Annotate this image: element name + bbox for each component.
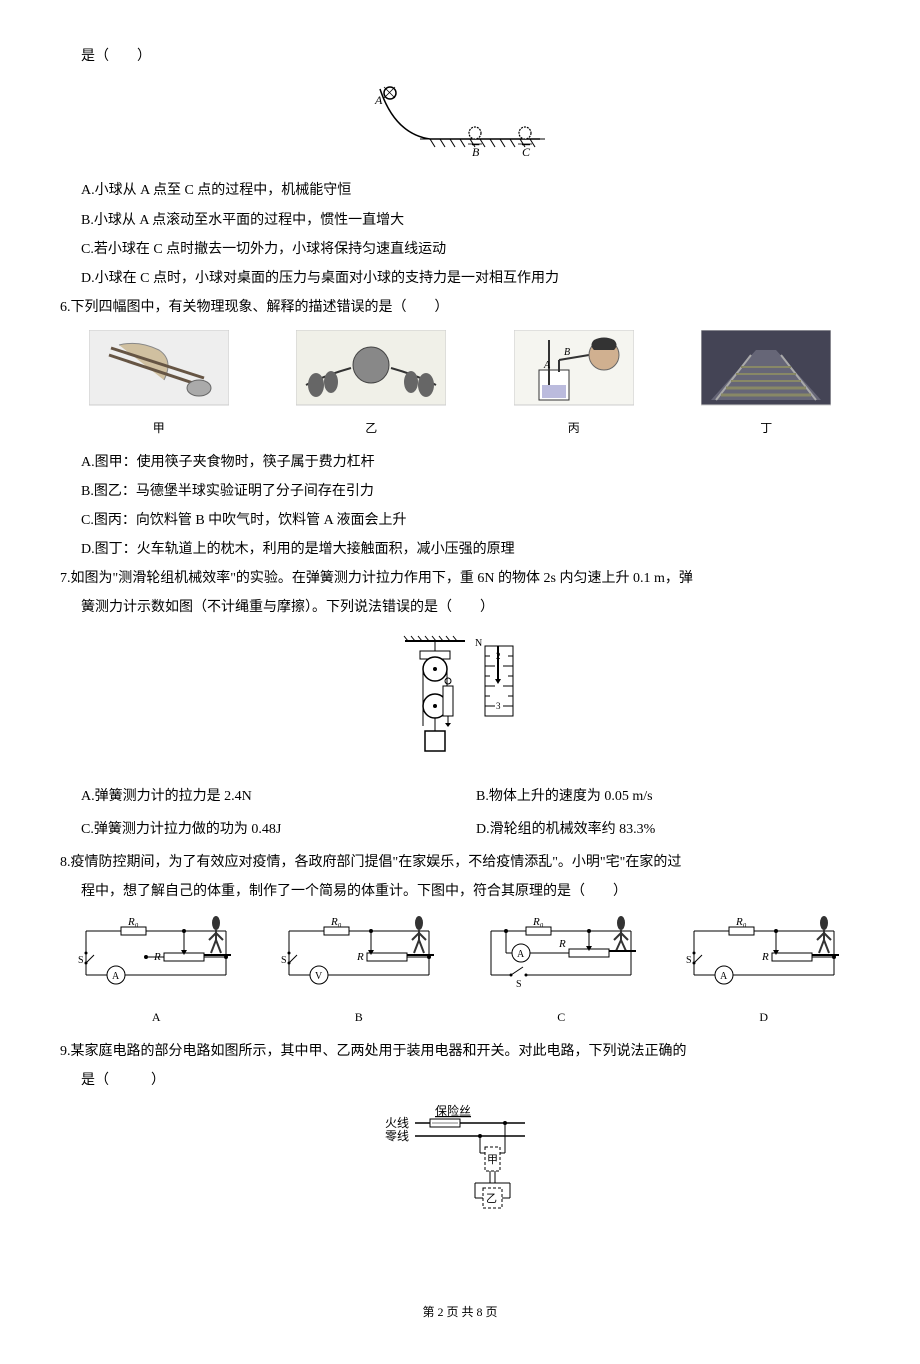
svg-text:R₀: R₀ [735, 916, 747, 928]
q7-stem-2: 簧测力计示数如图（不计绳重与摩擦）。下列说法错误的是（ ） [60, 595, 860, 620]
svg-text:S: S [281, 955, 287, 966]
q8-stem-1: 8.疫情防控期间，为了有效应对疫情，各政府部门提倡"在家娱乐，不给疫情添乱"。小… [60, 850, 860, 875]
q7-stem-1: 7.如图为"测滑轮组机械效率"的实验。在弹簧测力计拉力作用下，重 6N 的物体 … [60, 566, 860, 591]
q8-fig-b: R₀ S V R [279, 915, 439, 1029]
q6-option-c: C.图丙：向饮料管 B 中吹气时，饮料管 A 液面会上升 [60, 508, 860, 533]
q7-figure: N 2 3 [60, 631, 860, 770]
q8-stem-2: 程中，想了解自己的体重，制作了一个简易的体重计。下图中，符合其原理的是（ ） [60, 879, 860, 904]
q6-label-jia: 甲 [89, 418, 229, 440]
q5-option-b: B.小球从 A 点滚动至水平面的过程中，惯性一直增大 [60, 208, 860, 233]
svg-text:B: B [564, 347, 570, 358]
q6-fig-jia: 甲 [89, 330, 229, 439]
q6-fig-bing: A B 丙 [514, 330, 634, 439]
svg-text:S: S [686, 955, 692, 966]
svg-text:3: 3 [496, 701, 501, 711]
svg-text:A: A [374, 93, 383, 107]
svg-text:C: C [522, 145, 531, 159]
q6-option-b: B.图乙：马德堡半球实验证明了分子间存在引力 [60, 479, 860, 504]
svg-text:V: V [315, 971, 323, 982]
q7-option-a: A.弹簧测力计的拉力是 2.4N [60, 784, 465, 809]
q8-fig-a: R₀ S A R [76, 915, 236, 1029]
svg-text:火线: 火线 [385, 1116, 409, 1130]
q7-option-b: B.物体上升的速度为 0.05 m/s [476, 784, 860, 809]
svg-text:A: A [517, 949, 525, 960]
svg-text:A: A [112, 971, 120, 982]
svg-text:保险丝: 保险丝 [435, 1103, 471, 1118]
q6-stem: 6.下列四幅图中，有关物理现象、解释的描述错误的是（ ） [60, 295, 860, 320]
q6-option-d: D.图丁：火车轨道上的枕木，利用的是增大接触面积，减小压强的原理 [60, 537, 860, 562]
svg-text:N: N [475, 638, 482, 649]
q7-option-c: C.弹簧测力计拉力做的功为 0.48J [60, 817, 465, 842]
q9-stem-2: 是（ ） [60, 1068, 860, 1093]
svg-text:R: R [558, 938, 566, 950]
svg-text:R₀: R₀ [532, 916, 544, 928]
svg-text:R₀: R₀ [127, 916, 139, 928]
svg-text:R: R [761, 951, 769, 963]
q5-option-c: C.若小球在 C 点时撤去一切外力，小球将保持匀速直线运动 [60, 237, 860, 262]
q8-fig-c: R₀ S A R [481, 915, 641, 1029]
q5-figure: A B C [60, 79, 860, 168]
q6-fig-ding: 丁 [701, 330, 831, 439]
svg-text:A: A [720, 971, 728, 982]
q6-fig-yi: 乙 [296, 330, 446, 439]
q5-option-a: A.小球从 A 点至 C 点的过程中，机械能守恒 [60, 178, 860, 203]
q9-figure: 保险丝 火线 零线 甲 乙 [60, 1103, 860, 1242]
svg-text:R₀: R₀ [330, 916, 342, 928]
q8-label-b: B [279, 1007, 439, 1029]
svg-text:A: A [543, 360, 551, 371]
svg-text:零线: 零线 [385, 1129, 409, 1143]
svg-text:S: S [78, 955, 84, 966]
q5-stem-tail: 是（ ） [60, 44, 860, 69]
q9-stem-1: 9.某家庭电路的部分电路如图所示，其中甲、乙两处用于装用电器和开关。对此电路，下… [60, 1039, 860, 1064]
q8-label-c: C [481, 1007, 641, 1029]
svg-text:S: S [516, 979, 522, 990]
q7-option-d: D.滑轮组的机械效率约 83.3% [476, 817, 860, 842]
q6-option-a: A.图甲：使用筷子夹食物时，筷子属于费力杠杆 [60, 450, 860, 475]
q6-figures: 甲 乙 A B 丙 [60, 330, 860, 439]
svg-text:乙: 乙 [486, 1192, 497, 1205]
q8-label-a: A [76, 1007, 236, 1029]
q6-label-ding: 丁 [701, 418, 831, 440]
q6-label-bing: 丙 [514, 418, 634, 440]
q8-fig-d: R₀ S A R [684, 915, 844, 1029]
q6-label-yi: 乙 [296, 418, 446, 440]
svg-text:B: B [472, 145, 480, 159]
svg-text:R: R [356, 951, 364, 963]
q8-label-d: D [684, 1007, 844, 1029]
page-footer: 第 2 页 共 8 页 [60, 1302, 860, 1324]
q8-figures: R₀ S A R [60, 915, 860, 1029]
svg-text:甲: 甲 [487, 1154, 498, 1166]
q5-option-d: D.小球在 C 点时，小球对桌面的压力与桌面对小球的支持力是一对相互作用力 [60, 266, 860, 291]
